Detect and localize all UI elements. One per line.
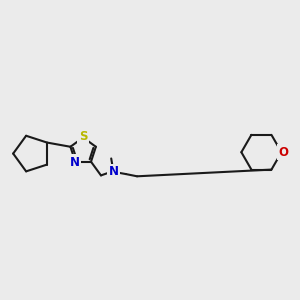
Text: N: N: [69, 156, 80, 169]
Text: N: N: [108, 165, 118, 178]
Text: S: S: [79, 130, 87, 143]
Text: O: O: [278, 146, 288, 159]
